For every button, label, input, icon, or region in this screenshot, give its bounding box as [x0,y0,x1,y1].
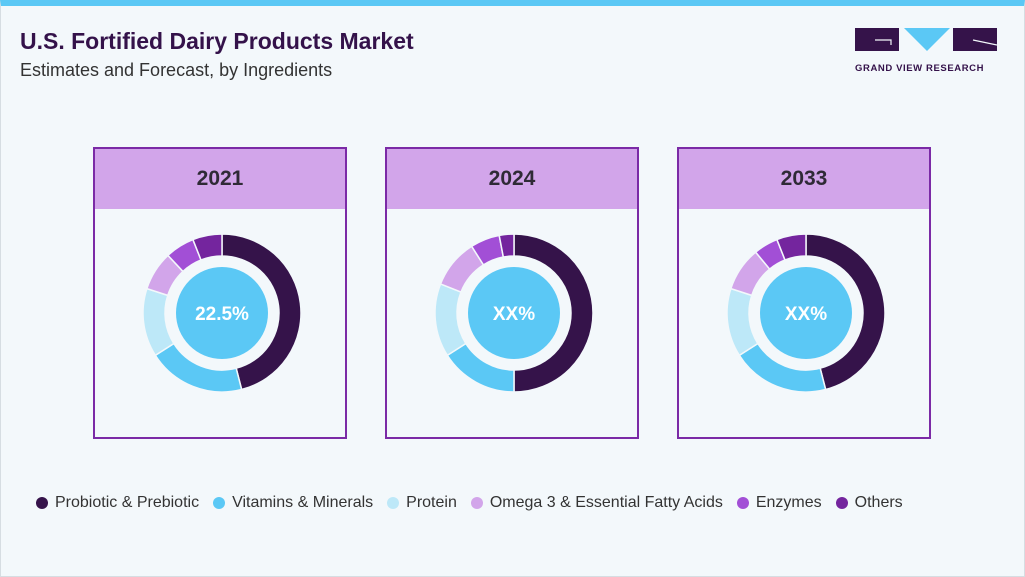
legend-label: Protein [406,494,457,511]
slice-protein [726,287,759,357]
donut-chart: XX% [434,233,594,393]
chart-subtitle: Estimates and Forecast, by Ingredients [20,60,333,80]
panel-year: 2024 [387,149,637,209]
legend-item: Protein [387,494,457,512]
center-circle [760,267,852,359]
legend-dot-icon [736,497,749,509]
logo-text: GRAND VIEW RESEARCH [855,63,985,74]
slice-protein [142,287,175,357]
legend: Probiotic & Prebiotic Vitamins & Minerals… [36,494,903,512]
grand-view-research-logo: GRAND VIEW RESEARCH [855,28,998,74]
panel-year: 2033 [679,149,929,209]
legend-label: Others [854,494,903,511]
legend-item: Vitamins & Minerals [213,494,373,512]
legend-dot-icon [36,497,48,509]
center-value: 22.5% [195,304,249,325]
panel-year: 2021 [95,149,345,209]
center-circle [176,267,268,359]
legend-item: Others [835,494,903,512]
legend-label: Omega 3 & Essential Fatty Acids [489,494,723,511]
donut-chart: XX% [726,233,886,393]
legend-dot-icon [835,497,848,509]
legend-label: Enzymes [755,494,822,511]
donut-panel-2033: 2033 XX% [677,147,931,439]
slice-protein [434,282,467,357]
legend-dot-icon [213,497,226,509]
legend-dot-icon [387,497,400,509]
legend-label: Probiotic & Prebiotic [55,494,200,511]
legend-item: Probiotic & Prebiotic [36,494,199,512]
center-value: XX% [785,304,827,325]
center-value: XX% [493,304,535,325]
legend-dot-icon [470,497,483,509]
chart-title: U.S. Fortified Dairy Products Market [20,28,414,54]
donut-panel-2024: 2024 XX% [385,147,639,439]
legend-item: Enzymes [736,494,822,512]
center-circle [468,267,560,359]
legend-label: Vitamins & Minerals [232,494,374,511]
gvr-logo-icon [855,28,998,51]
donut-panel-2021: 2021 22.5% [93,147,347,439]
donut-chart: 22.5% [142,233,302,393]
legend-item: Omega 3 & Essential Fatty Acids [470,494,723,512]
slice-others [191,233,223,261]
slice-probiotic-prebiotic [513,233,594,393]
slice-others [498,233,515,258]
slice-others [775,233,807,261]
